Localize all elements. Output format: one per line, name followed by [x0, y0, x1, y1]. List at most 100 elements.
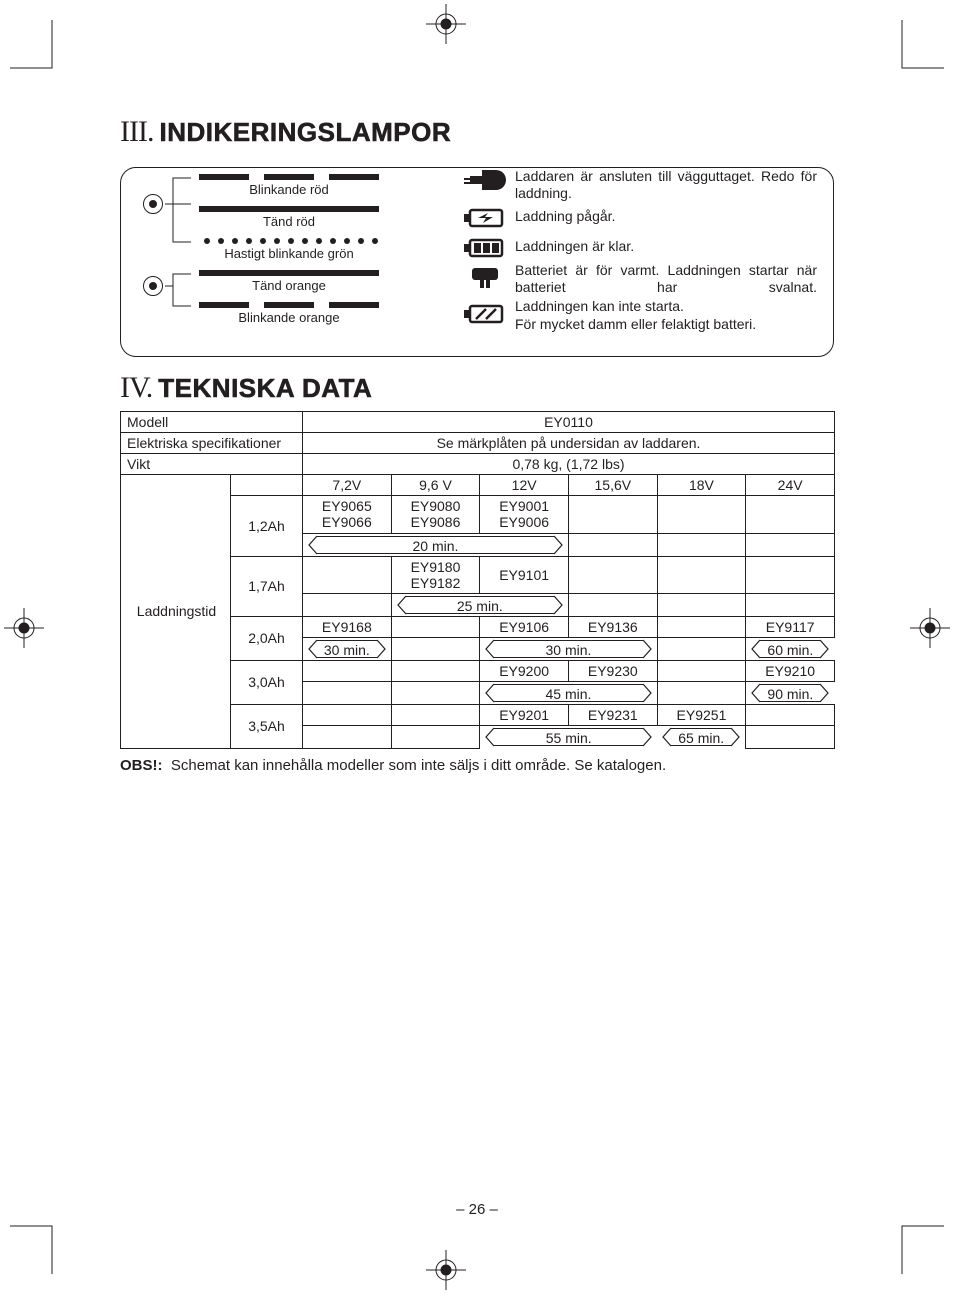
section3-numeral: III.	[120, 115, 153, 148]
spec-empty	[231, 475, 303, 496]
spec-header-label: Vikt	[121, 454, 303, 475]
indicator-desc-5: För mycket damm eller felaktigt batteri.	[515, 316, 817, 333]
note: OBS!: Schemat kan innehålla modeller som…	[120, 757, 834, 774]
section4-title: TEKNISKA DATA	[158, 373, 372, 403]
spec-empty	[746, 593, 835, 616]
spec-model-cell	[568, 556, 657, 593]
spec-header-label: Modell	[121, 412, 303, 433]
spec-time-cell: 30 min.	[303, 637, 392, 660]
spec-empty	[657, 681, 746, 704]
spec-empty	[746, 726, 835, 749]
spec-model-cell: EY9001EY9006	[480, 496, 569, 533]
spec-time-cell: 25 min.	[391, 593, 568, 616]
indicator-desc-1: Laddning pågår.	[515, 208, 817, 225]
crop-mark-bl2	[20, 1214, 70, 1264]
spec-voltage-header: 12V	[480, 475, 569, 496]
registration-top	[426, 4, 466, 44]
spec-time-cell: 45 min.	[480, 681, 657, 704]
spec-model-cell: EY9117	[746, 616, 835, 637]
section3-heading: III.INDIKERINGSLAMPOR	[120, 115, 834, 149]
crop-mark-tl2	[20, 30, 70, 80]
spec-time-cell: 20 min.	[303, 533, 569, 556]
page-number: – 26 –	[0, 1201, 954, 1218]
status-icon-plug	[461, 168, 509, 197]
spec-model-cell: EY9201	[480, 704, 569, 725]
spec-time-cell: 60 min.	[746, 637, 835, 660]
spec-model-cell	[303, 704, 392, 725]
spec-model-cell	[568, 496, 657, 533]
spec-voltage-header: 24V	[746, 475, 835, 496]
spec-ah: 3,5Ah	[231, 704, 303, 748]
spec-model-cell	[657, 556, 746, 593]
spec-voltage-header: 15,6V	[568, 475, 657, 496]
indicator-pattern-label: Blinkande röd	[189, 182, 389, 197]
indicator-pattern-label: Tänd röd	[189, 214, 389, 229]
spec-ah: 1,2Ah	[231, 496, 303, 556]
section3-title: INDIKERINGSLAMPOR	[159, 117, 451, 147]
spec-empty	[568, 593, 657, 616]
spec-model-cell	[303, 556, 392, 593]
indicator-pattern-label: Tänd orange	[189, 278, 389, 293]
spec-model-cell	[746, 704, 835, 725]
indicator-desc-3: Batteriet är för varmt. Laddningen start…	[515, 262, 817, 296]
spec-rowlabel: Laddningstid	[121, 475, 231, 748]
spec-model-cell: EY9210	[746, 660, 835, 681]
spec-model-cell: EY9230	[568, 660, 657, 681]
content-area: III.INDIKERINGSLAMPOR Blinkande röd Ladda…	[120, 115, 834, 789]
spec-empty	[391, 726, 480, 749]
crop-mark-br2	[884, 1214, 934, 1264]
spec-header-value: EY0110	[303, 412, 835, 433]
spec-ah: 1,7Ah	[231, 556, 303, 616]
spec-empty	[657, 593, 746, 616]
registration-left	[4, 608, 44, 648]
section4-numeral: IV.	[120, 371, 152, 404]
indicator-pattern-4: Blinkande orange	[189, 302, 389, 325]
spec-model-cell	[657, 616, 746, 637]
spec-model-cell: EY9168	[303, 616, 392, 637]
spec-model-cell	[391, 704, 480, 725]
spec-model-cell: EY9136	[568, 616, 657, 637]
indicator-pattern-label: Blinkande orange	[189, 310, 389, 325]
spec-empty	[391, 637, 480, 660]
indicator-pattern-0: Blinkande röd	[189, 174, 389, 197]
spec-model-cell: EY9065EY9066	[303, 496, 392, 533]
status-icon-full	[461, 238, 509, 263]
spec-empty	[746, 533, 835, 556]
spec-ah: 3,0Ah	[231, 660, 303, 704]
status-icon-error	[461, 304, 509, 329]
spec-model-cell: EY9101	[480, 556, 569, 593]
spec-empty	[303, 726, 392, 749]
spec-time-cell: 55 min.	[480, 726, 657, 749]
spec-time-cell: 90 min.	[746, 681, 835, 704]
spec-model-cell: EY9180EY9182	[391, 556, 480, 593]
led-circle-0	[143, 194, 163, 214]
spec-model-cell: EY9231	[568, 704, 657, 725]
note-label: OBS!:	[120, 757, 163, 774]
spec-model-cell: EY9251	[657, 704, 746, 725]
spec-time-cell: 30 min.	[480, 637, 657, 660]
spec-model-cell: EY9106	[480, 616, 569, 637]
spec-empty	[657, 533, 746, 556]
spec-header-value: Se märkplåten på undersidan av laddaren.	[303, 433, 835, 454]
spec-time-cell: 65 min.	[657, 726, 746, 749]
spec-empty	[657, 637, 746, 660]
spec-empty	[303, 681, 392, 704]
indicator-desc-4: Laddningen kan inte starta.	[515, 298, 817, 315]
spec-header-label: Elektriska specifikationer	[121, 433, 303, 454]
spec-model-cell	[657, 496, 746, 533]
spec-model-cell	[657, 660, 746, 681]
indicator-desc-0: Laddaren är ansluten till vägguttaget. R…	[515, 168, 817, 202]
spec-empty	[303, 593, 392, 616]
spec-empty	[391, 681, 480, 704]
spec-model-cell	[746, 556, 835, 593]
spec-model-cell	[746, 496, 835, 533]
spec-model-cell: EY9080EY9086	[391, 496, 480, 533]
spec-header-value: 0,78 kg, (1,72 lbs)	[303, 454, 835, 475]
registration-right	[910, 608, 950, 648]
spec-model-cell: EY9200	[480, 660, 569, 681]
spec-table: ModellEY0110Elektriska specifikationerSe…	[120, 411, 835, 749]
spec-empty	[568, 533, 657, 556]
page: III.INDIKERINGSLAMPOR Blinkande röd Ladda…	[0, 0, 954, 1294]
spec-model-cell	[391, 616, 480, 637]
indicator-pattern-2: Hastigt blinkande grön	[189, 238, 389, 261]
